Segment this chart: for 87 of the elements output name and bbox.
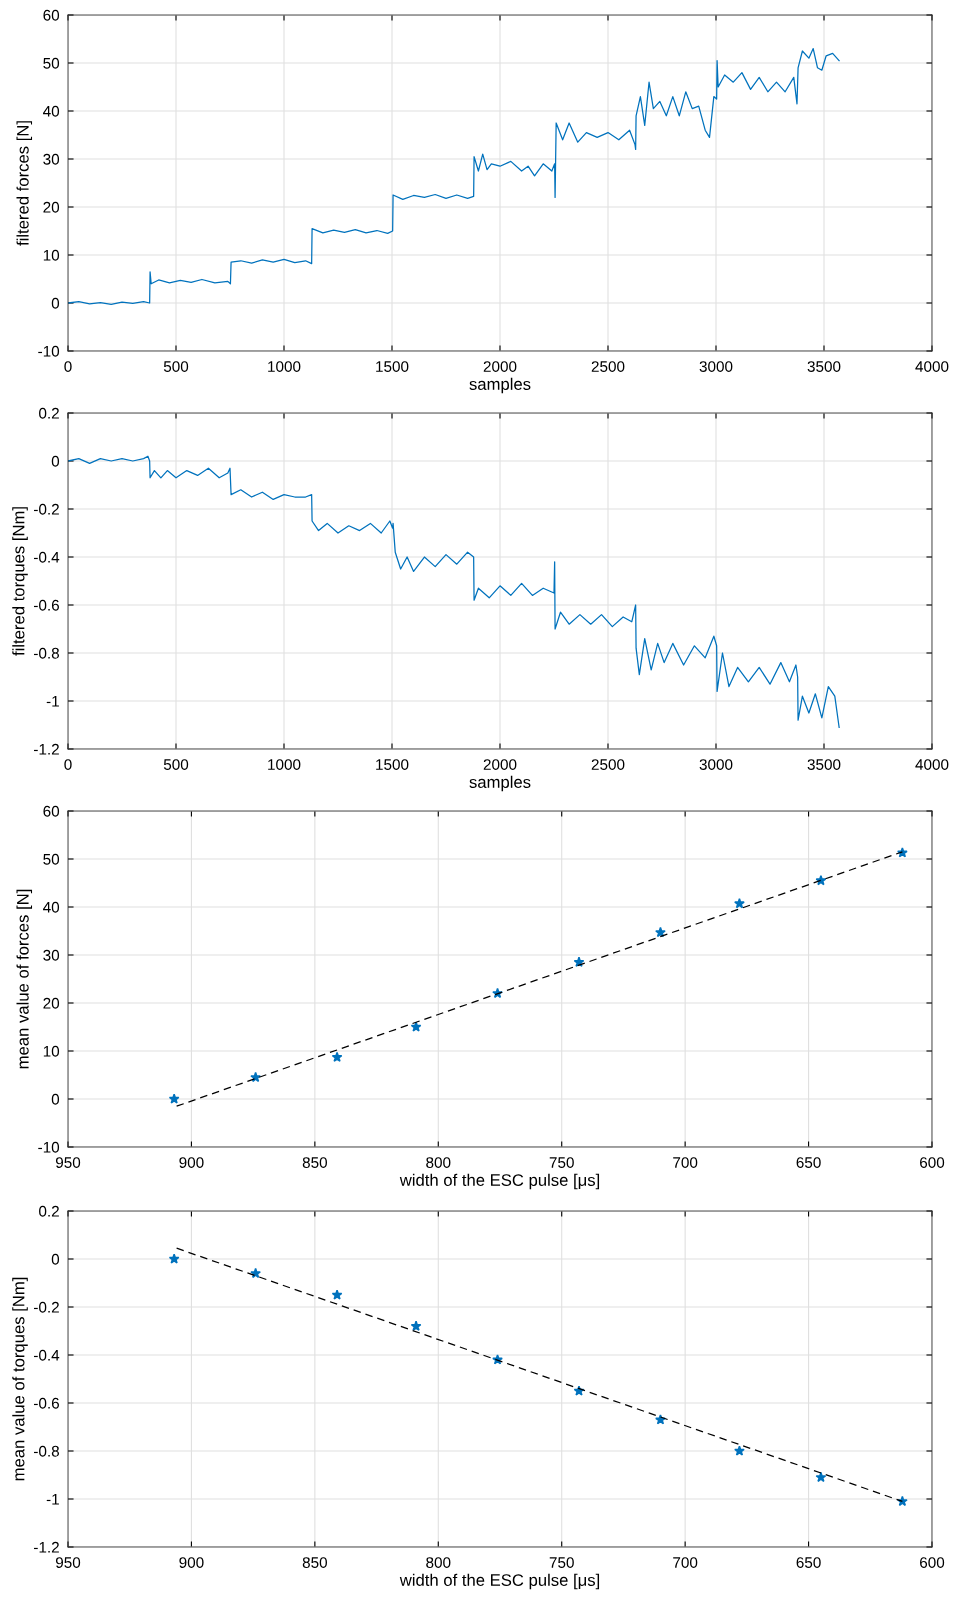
x-tick-label: 2000 [483,759,517,770]
y-tick-label: -0.2 [34,1301,59,1313]
x-tick-label: 750 [549,1157,574,1168]
x-tick-label: 650 [796,1157,821,1168]
point [410,1320,422,1331]
x-tick-label: 800 [426,1157,451,1168]
y-tick-label: 50 [43,57,60,69]
x-tick-label: 600 [920,1157,945,1168]
line-series [68,47,840,306]
x-tick-label: 3500 [807,759,841,770]
x-tick-label: 950 [55,1157,81,1168]
y-tick-label: -0.6 [34,1397,59,1409]
y-tick-label: -0.6 [34,599,59,611]
line-series [68,455,840,729]
y-tick-label: -0.4 [34,551,60,563]
y-tick-label: 0 [51,1093,60,1105]
y-tick-label: 0 [51,297,60,309]
x-tick-label: 600 [920,1557,945,1568]
x-tick-label: 4000 [915,759,949,770]
x-axis-title: samples [469,377,531,394]
y-tick-label: 30 [43,153,60,165]
y-tick-label: -0.8 [34,1445,59,1457]
y-tick-label: 60 [43,805,60,817]
y-tick-label: -0.4 [34,1349,60,1361]
x-tick-label: 900 [179,1557,204,1568]
x-axis-title: samples [469,775,531,792]
y-axis-title: filtered forces [N] [16,121,33,246]
y-tick-label: 0 [51,1253,60,1265]
x-tick-label: 700 [673,1157,698,1168]
y-tick-label: 0.2 [39,1205,59,1217]
y-tick-label: 40 [43,901,60,913]
y-tick-label: -1 [46,696,59,707]
y-tick-label: -1.2 [34,743,59,755]
x-tick-label: 950 [55,1557,81,1568]
point [734,898,745,909]
y-tick-label: -10 [38,1141,60,1153]
x-tick-label: 900 [179,1157,204,1168]
x-tick-label: 1500 [376,361,409,372]
y-tick-label: 10 [43,1045,60,1057]
x-tick-label: 800 [426,1557,451,1568]
y-axis-title: filtered torques [Nm] [12,507,28,656]
y-tick-label: 0.2 [39,407,59,419]
point [734,1445,745,1456]
y-tick-label: -10 [38,345,60,357]
x-tick-label: 3000 [699,759,733,770]
x-tick-label: 700 [673,1557,698,1568]
x-tick-label: 0 [64,361,72,372]
point [331,1289,343,1300]
x-axis-title: width of the ESC pulse [μs] [399,1173,600,1190]
x-tick-label: 4000 [915,361,949,372]
point [410,1021,422,1032]
x-tick-label: 2000 [483,361,517,372]
y-tick-label: 20 [43,997,60,1009]
point [331,1051,343,1062]
y-tick-label: -0.2 [34,503,59,515]
y-tick-label: -1.2 [34,1541,59,1553]
y-tick-label: 20 [43,201,60,213]
x-tick-label: 850 [302,1157,328,1168]
y-tick-label: -0.8 [34,647,59,659]
y-tick-label: -1 [46,1494,59,1505]
x-tick-label: 750 [549,1557,574,1568]
point [492,987,503,999]
x-tick-label: 500 [163,759,189,770]
y-tick-label: 10 [43,249,60,261]
x-tick-label: 2500 [591,361,625,372]
x-axis-title: width of the ESC pulse [μs] [399,1573,600,1590]
y-tick-label: 50 [43,853,60,865]
y-axis-title: mean value of forces [N] [16,889,33,1069]
x-tick-label: 1500 [376,759,409,770]
x-tick-label: 850 [302,1557,328,1568]
x-tick-label: 2500 [591,759,625,770]
point [168,1093,180,1104]
point [815,1471,827,1483]
x-tick-label: 3500 [807,361,841,372]
x-tick-label: 500 [163,361,189,372]
point [655,926,666,938]
point [168,1253,180,1264]
y-tick-label: 0 [51,455,60,467]
x-tick-label: 1000 [268,361,301,372]
x-tick-label: 1000 [268,759,301,770]
x-tick-label: 650 [796,1557,821,1568]
x-tick-label: 3000 [699,361,733,372]
y-axis-title: mean value of torques [Nm] [12,1277,28,1481]
x-tick-label: 0 [64,759,72,770]
y-tick-label: 60 [43,9,60,21]
y-tick-label: 40 [43,105,60,117]
y-tick-label: 30 [43,949,60,961]
